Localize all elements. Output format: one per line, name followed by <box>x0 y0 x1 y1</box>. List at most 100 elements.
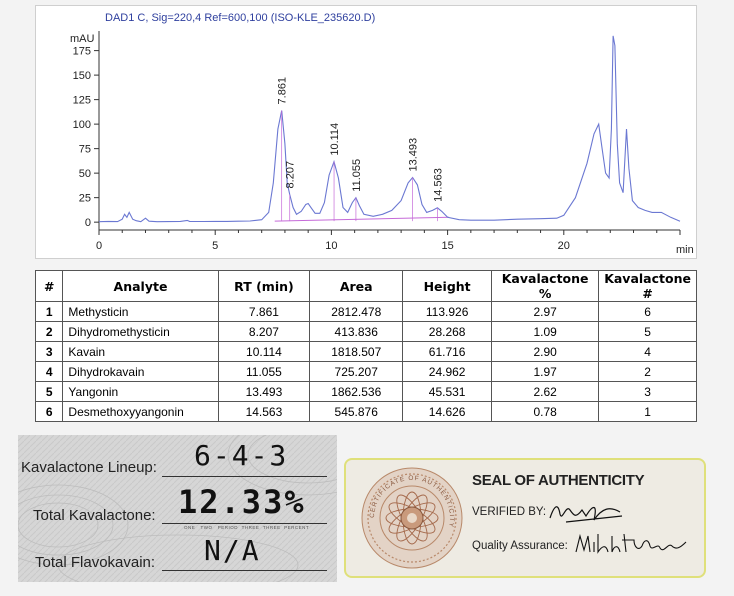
table-row: 6 Desmethoxyyangonin 14.563 545.876 14.6… <box>34 401 697 422</box>
total-flavokavain-label: Total Flavokavain: <box>35 554 156 571</box>
height-cell: 45.531 <box>402 381 493 402</box>
peak-label: 10.114 <box>329 123 341 156</box>
row-number: 2 <box>34 321 64 342</box>
certificate-summary-panel: Kavalactone Lineup: 6-4-3 Total Kavalact… <box>18 435 337 582</box>
table-row: 2 Dihydromethysticin 8.207 413.836 28.26… <box>34 321 697 342</box>
analyte-cell: Dihydromethysticin <box>62 321 219 342</box>
table-row: 1 Methysticin 7.861 2812.478 113.926 2.9… <box>34 301 697 322</box>
peak-label: 13.493 <box>408 138 420 172</box>
header-kavalactone-percent: Kavalactone % <box>491 270 600 302</box>
row-number: 1 <box>34 301 64 322</box>
y-tick-label: 150 <box>73 70 91 82</box>
height-cell: 24.962 <box>402 361 493 382</box>
header-area: Area <box>309 270 404 302</box>
table-row: 5 Yangonin 13.493 1862.536 45.531 2.62 3 <box>34 381 697 402</box>
row-number: 5 <box>34 381 64 402</box>
analyte-cell: Yangonin <box>62 381 219 402</box>
analyte-cell: Methysticin <box>62 301 219 322</box>
row-number: 6 <box>34 401 64 422</box>
x-tick-label: 5 <box>212 240 218 252</box>
kavalactone-percent-cell: 2.62 <box>491 381 600 402</box>
chromatogram-svg: DAD1 C, Sig=220,4 Ref=600,100 (ISO-KLE_2… <box>70 12 694 256</box>
header-rt: RT (min) <box>217 270 311 302</box>
area-cell: 1818.507 <box>309 341 404 362</box>
kavalactone-percent-cell: 1.09 <box>491 321 600 342</box>
rt-cell: 13.493 <box>217 381 311 402</box>
header-number: # <box>34 270 64 302</box>
kavalactone-number-cell: 6 <box>598 301 697 322</box>
guilloche-background <box>18 435 337 582</box>
table-row: 3 Kavain 10.114 1818.507 61.716 2.90 4 <box>34 341 697 362</box>
peak-label: 11.055 <box>351 159 363 192</box>
rt-cell: 8.207 <box>217 321 311 342</box>
chart-title: DAD1 C, Sig=220,4 Ref=600,100 (ISO-KLE_2… <box>105 12 375 24</box>
kavalactone-number-cell: 1 <box>598 401 697 422</box>
height-cell: 113.926 <box>402 301 493 322</box>
seal-of-authenticity-card: CERTIFICATE OF AUTHENTICITY SEAL OF AUTH… <box>344 458 706 578</box>
kavalactone-percent-cell: 2.97 <box>491 301 600 322</box>
kavalactone-percent-cell: 0.78 <box>491 401 600 422</box>
kavalactone-percent-cell: 1.97 <box>491 361 600 382</box>
rt-cell: 7.861 <box>217 301 311 322</box>
height-cell: 28.268 <box>402 321 493 342</box>
analyte-cell: Dihydrokavain <box>62 361 219 382</box>
kavalactone-number-cell: 2 <box>598 361 697 382</box>
height-cell: 14.626 <box>402 401 493 422</box>
integration-baseline <box>274 216 450 222</box>
table-header-row: # Analyte RT (min) Area Height Kavalacto… <box>34 270 697 302</box>
rt-cell: 11.055 <box>217 361 311 382</box>
lineup-underline <box>162 476 327 477</box>
seal-medallion-icon: CERTIFICATE OF AUTHENTICITY <box>361 467 463 569</box>
analyte-cell: Desmethoxyyangonin <box>62 401 219 422</box>
chromatogram-chart: DAD1 C, Sig=220,4 Ref=600,100 (ISO-KLE_2… <box>35 5 697 259</box>
total-kavalactone-underline <box>162 523 327 524</box>
kavalactone-percent-cell: 2.90 <box>491 341 600 362</box>
total-flavokavain-value: N/A <box>204 534 261 567</box>
area-cell: 545.876 <box>309 401 404 422</box>
height-cell: 61.716 <box>402 341 493 362</box>
header-analyte: Analyte <box>62 270 219 302</box>
header-kavalactone-number: Kavalactone # <box>598 270 697 302</box>
y-tick-label: 50 <box>79 168 91 180</box>
y-tick-label: 75 <box>79 144 91 156</box>
y-tick-label: 125 <box>73 95 91 107</box>
lineup-value: 6-4-3 <box>194 439 289 472</box>
kavalactone-number-cell: 5 <box>598 321 697 342</box>
verifier-signature <box>549 506 623 523</box>
y-tick-label: 0 <box>85 217 91 229</box>
y-tick-label: 100 <box>73 119 91 131</box>
row-number: 3 <box>34 341 64 362</box>
total-flavokavain-underline <box>162 570 327 571</box>
x-axis-label: min <box>676 244 694 256</box>
x-tick-label: 10 <box>325 240 337 252</box>
y-tick-label: 175 <box>73 46 91 58</box>
lineup-label: Kavalactone Lineup: <box>21 459 157 476</box>
x-tick-label: 0 <box>96 240 102 252</box>
analyte-cell: Kavain <box>62 341 219 362</box>
rt-cell: 14.563 <box>217 401 311 422</box>
kavalactone-number-cell: 3 <box>598 381 697 402</box>
header-height: Height <box>402 270 493 302</box>
row-number: 4 <box>34 361 64 382</box>
area-cell: 2812.478 <box>309 301 404 322</box>
fine-print: ONE TWO PERIOD THREE THREE PERCENT <box>184 525 310 530</box>
seal-title: SEAL OF AUTHENTICITY <box>472 472 645 489</box>
qa-signature <box>575 533 687 554</box>
y-axis-label: mAU <box>70 33 95 45</box>
rt-cell: 10.114 <box>217 341 311 362</box>
total-kavalactone-value: 12.33% <box>178 483 306 521</box>
x-tick-label: 20 <box>558 240 570 252</box>
kavalactone-number-cell: 4 <box>598 341 697 362</box>
peak-label: 7.861 <box>277 77 289 105</box>
verified-by-label: VERIFIED BY: <box>472 506 547 518</box>
y-tick-label: 25 <box>79 193 91 205</box>
chromatogram-trace <box>98 35 681 223</box>
peak-label: 8.207 <box>285 161 297 189</box>
area-cell: 725.207 <box>309 361 404 382</box>
peak-label: 14.563 <box>432 168 444 202</box>
results-table: # Analyte RT (min) Area Height Kavalacto… <box>34 270 697 422</box>
table-row: 4 Dihydrokavain 11.055 725.207 24.962 1.… <box>34 361 697 382</box>
total-kavalactone-label: Total Kavalactone: <box>33 507 156 524</box>
area-cell: 413.836 <box>309 321 404 342</box>
x-tick-label: 15 <box>441 240 453 252</box>
